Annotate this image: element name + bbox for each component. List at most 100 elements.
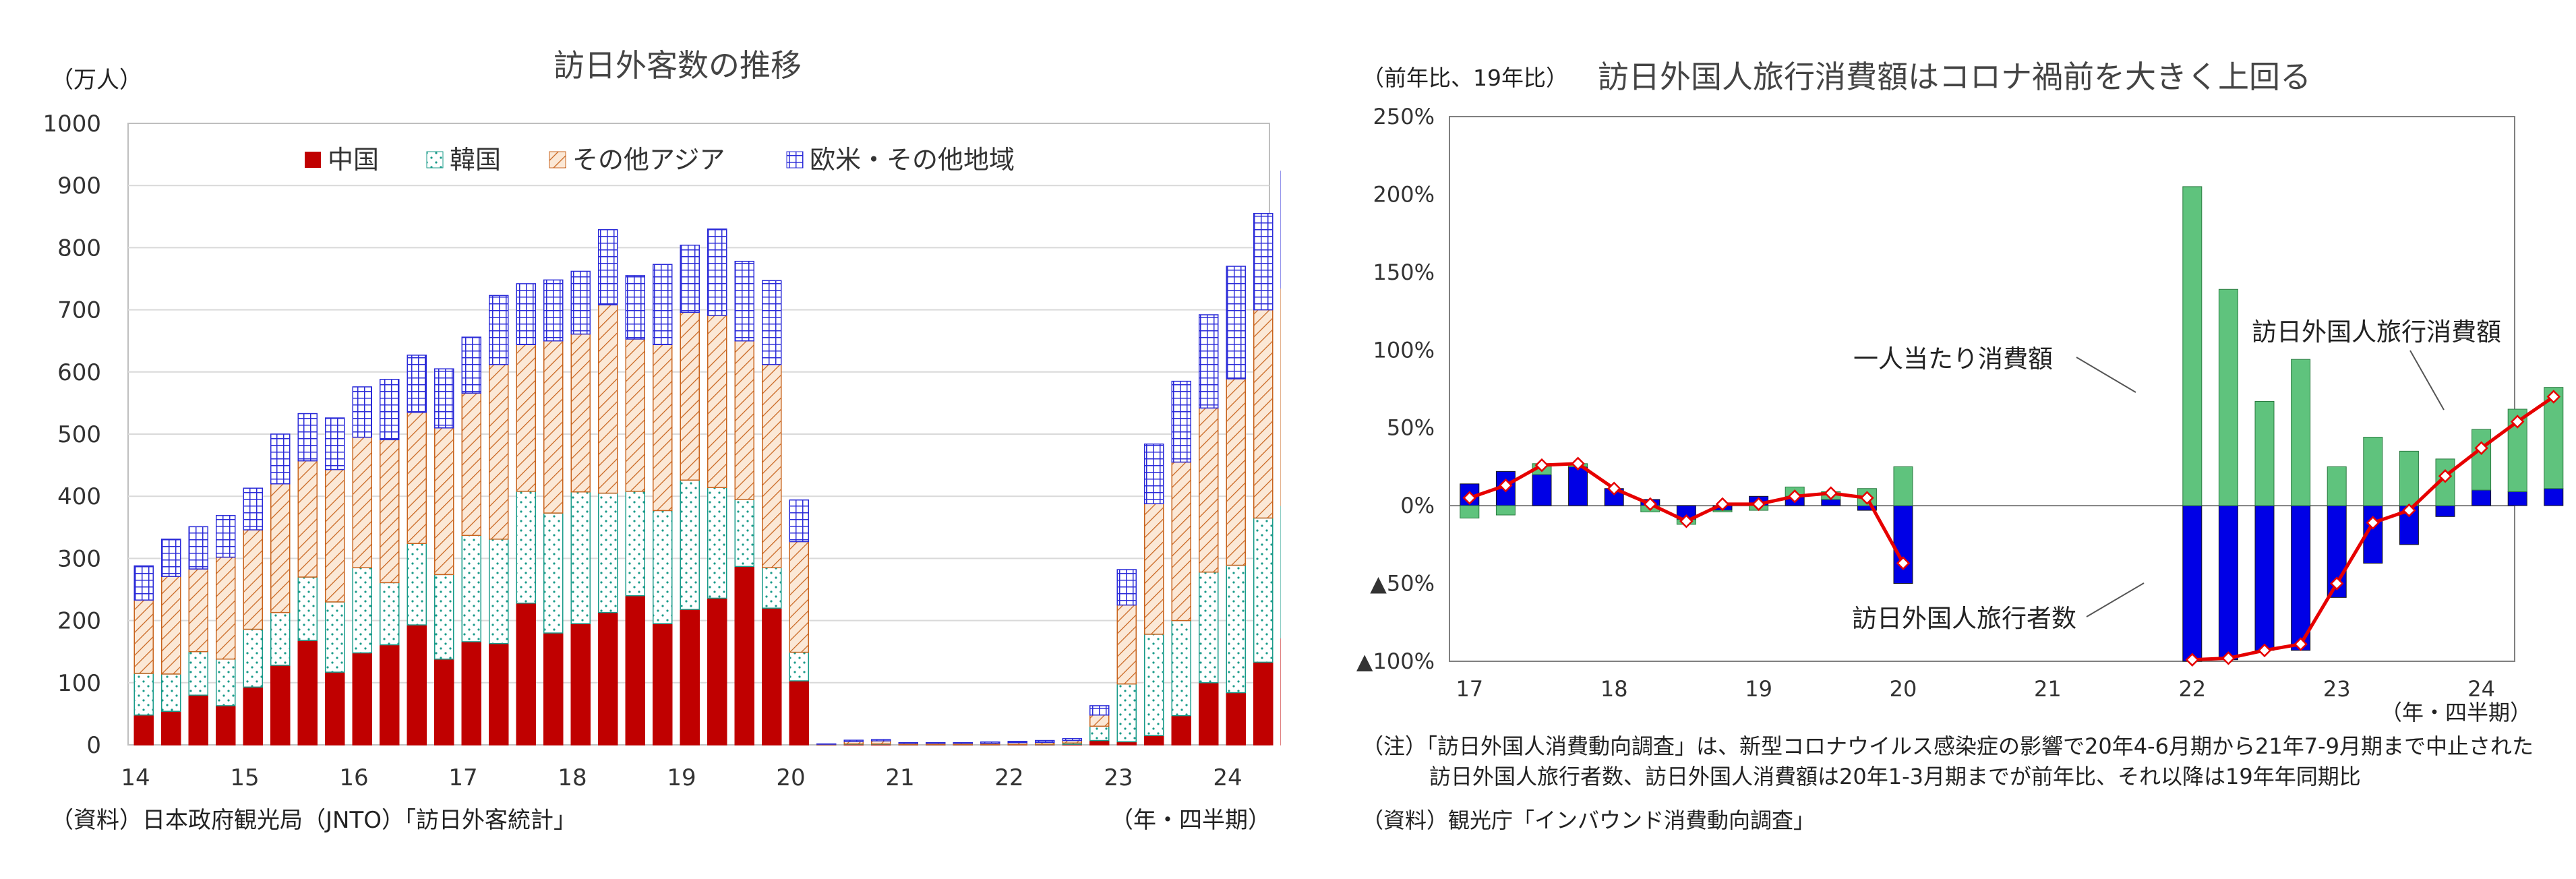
bar-western-other-21Q2 [926,743,945,744]
bar-other-asia-17Q2 [489,365,508,539]
bar-korea-23Q4 [1199,572,1218,683]
bar-china-24Q1 [1226,693,1245,745]
bar-per-capita-20Q1 [1894,466,1913,506]
bar-per-capita-23Q3 [2399,451,2418,506]
annotation-visitors-label: 訪日外国人旅行者数 [1852,604,2076,633]
bar-western-other-17Q3 [516,284,535,344]
bar-other-asia-18Q4 [653,344,672,510]
bar-western-other-15Q2 [271,434,290,484]
bar-western-other-16Q1 [353,387,371,437]
bar-korea-17Q1 [462,535,481,642]
bar-western-other-20Q1 [789,500,808,542]
bar-china-16Q4 [435,659,454,745]
bar-western-other-18Q3 [626,276,645,339]
bar-western-other-23Q4 [1199,315,1218,408]
bar-other-asia-16Q2 [380,440,399,582]
chart2-note-line-1: （注）「訪日外国人消費動向調査」は、新型コロナウイルス感染症の影響で20年4-6… [1362,733,2534,759]
chart1-x-unit: （年・四半期） [1110,807,1271,834]
bar-western-other-21Q3 [953,743,972,744]
chart2-title: 訪日外国人旅行消費額はコロナ禍前を大きく上回る [1598,59,2311,95]
bar-western-other-16Q2 [380,380,399,440]
bar-other-asia-18Q3 [626,339,645,491]
bar-western-other-18Q2 [599,230,618,305]
bar-other-asia-19Q3 [735,341,754,499]
bar-korea-19Q1 [680,480,699,609]
bar-western-other-17Q2 [489,295,508,364]
chart1-x-year-label: 14 [121,764,150,791]
bar-other-asia-14Q2 [162,576,181,674]
bar-western-other-19Q1 [680,245,699,313]
bar-western-other-15Q1 [243,488,262,530]
bar-korea-15Q4 [326,602,345,672]
bar-other-asia-15Q4 [326,470,345,602]
bar-china-23Q3 [1172,716,1191,745]
bar-other-asia-22Q4 [1090,715,1109,727]
bar-western-other-16Q4 [435,369,454,428]
bar-western-other-20Q3 [844,740,863,741]
chart2-note-line-2: 訪日外国人旅行者数、訪日外国人消費額は20年1-3月期までが前年比、それ以降は1… [1429,764,2361,789]
bar-china-15Q2 [271,665,290,745]
bar-china-23Q4 [1199,683,1218,745]
tourism-spending-chart-panel: （前年比、19年比） 訪日外国人旅行消費額はコロナ禍前を大きく上回る ▲100%… [1321,0,2576,876]
bar-korea-16Q4 [435,574,454,659]
bar-other-asia-23Q1 [1117,605,1136,684]
bar-visitors-24Q3 [2544,489,2563,506]
bar-western-other-18Q4 [653,264,672,344]
bar-western-other-14Q1 [134,566,153,600]
bar-china-15Q3 [298,640,317,745]
chart1-x-year-label: 22 [994,764,1023,791]
chart2-y-tick-label: 150% [1373,260,1435,285]
bar-western-other-14Q4 [216,516,235,557]
bar-other-asia-19Q4 [762,365,781,568]
chart2-x-year-label: 22 [2178,676,2206,702]
legend-western-swatch [787,152,803,168]
bar-per-capita-24Q1 [2472,429,2491,490]
bar-china-24Q2 [1254,662,1273,745]
bar-other-asia-18Q1 [571,334,590,492]
bar-western-other-17Q1 [462,337,481,393]
bar-china-14Q4 [216,706,235,745]
bar-other-asia-18Q2 [599,305,618,493]
bar-korea-14Q4 [216,659,235,706]
bar-western-other-23Q3 [1172,382,1191,462]
bar-visitors-22Q2 [2219,506,2238,660]
chart1-legend: 中国 韓国 その他アジア 欧米・その他地域 [305,145,1015,175]
bar-china-17Q4 [544,633,563,745]
legend-china-swatch [305,152,321,168]
chart1-x-year-label: 15 [230,764,259,791]
bar-visitors-17Q3 [1532,475,1551,506]
bar-per-capita-17Q1 [1460,506,1479,518]
bar-china-19Q2 [708,598,727,745]
chart2-x-year-label: 17 [1456,676,1483,702]
bar-china-14Q2 [162,711,181,745]
bar-china-18Q4 [653,624,672,745]
legend-korea-label: 韓国 [450,145,501,175]
visitor-count-chart: 訪日外客数の推移 （万人） 01002003004005006007008009… [0,0,1281,876]
bar-other-asia-23Q2 [1145,504,1164,634]
bar-korea-14Q3 [189,652,208,696]
bar-per-capita-22Q4 [2292,359,2310,506]
chart2-y-tick-label: 100% [1373,337,1435,363]
bar-western-other-21Q1 [899,743,918,744]
bar-other-asia-17Q3 [516,344,535,491]
bar-china-22Q4 [1090,741,1109,745]
bar-western-other-23Q1 [1117,570,1136,605]
bar-other-asia-15Q3 [298,461,317,577]
chart2-x-year-label: 20 [1890,676,1917,702]
bar-other-asia-23Q3 [1172,462,1191,620]
bar-visitors-22Q3 [2255,506,2274,650]
bar-western-other-24Q2 [1254,214,1273,310]
bar-western-other-22Q4 [1090,706,1109,715]
bar-korea-23Q2 [1145,634,1164,735]
chart2-y-tick-label: 0% [1400,493,1435,518]
chart2-y-tick-label: ▲50% [1370,571,1435,597]
chart1-x-year-label: 16 [339,764,368,791]
chart1-y-tick-label: 700 [57,297,101,324]
bar-other-asia-19Q1 [680,312,699,480]
bar-china-19Q4 [762,608,781,745]
bar-western-other-23Q2 [1145,444,1164,504]
bar-western-other-14Q3 [189,526,208,569]
bar-visitors-19Q3 [1822,499,1840,506]
bar-other-asia-16Q4 [435,428,454,575]
